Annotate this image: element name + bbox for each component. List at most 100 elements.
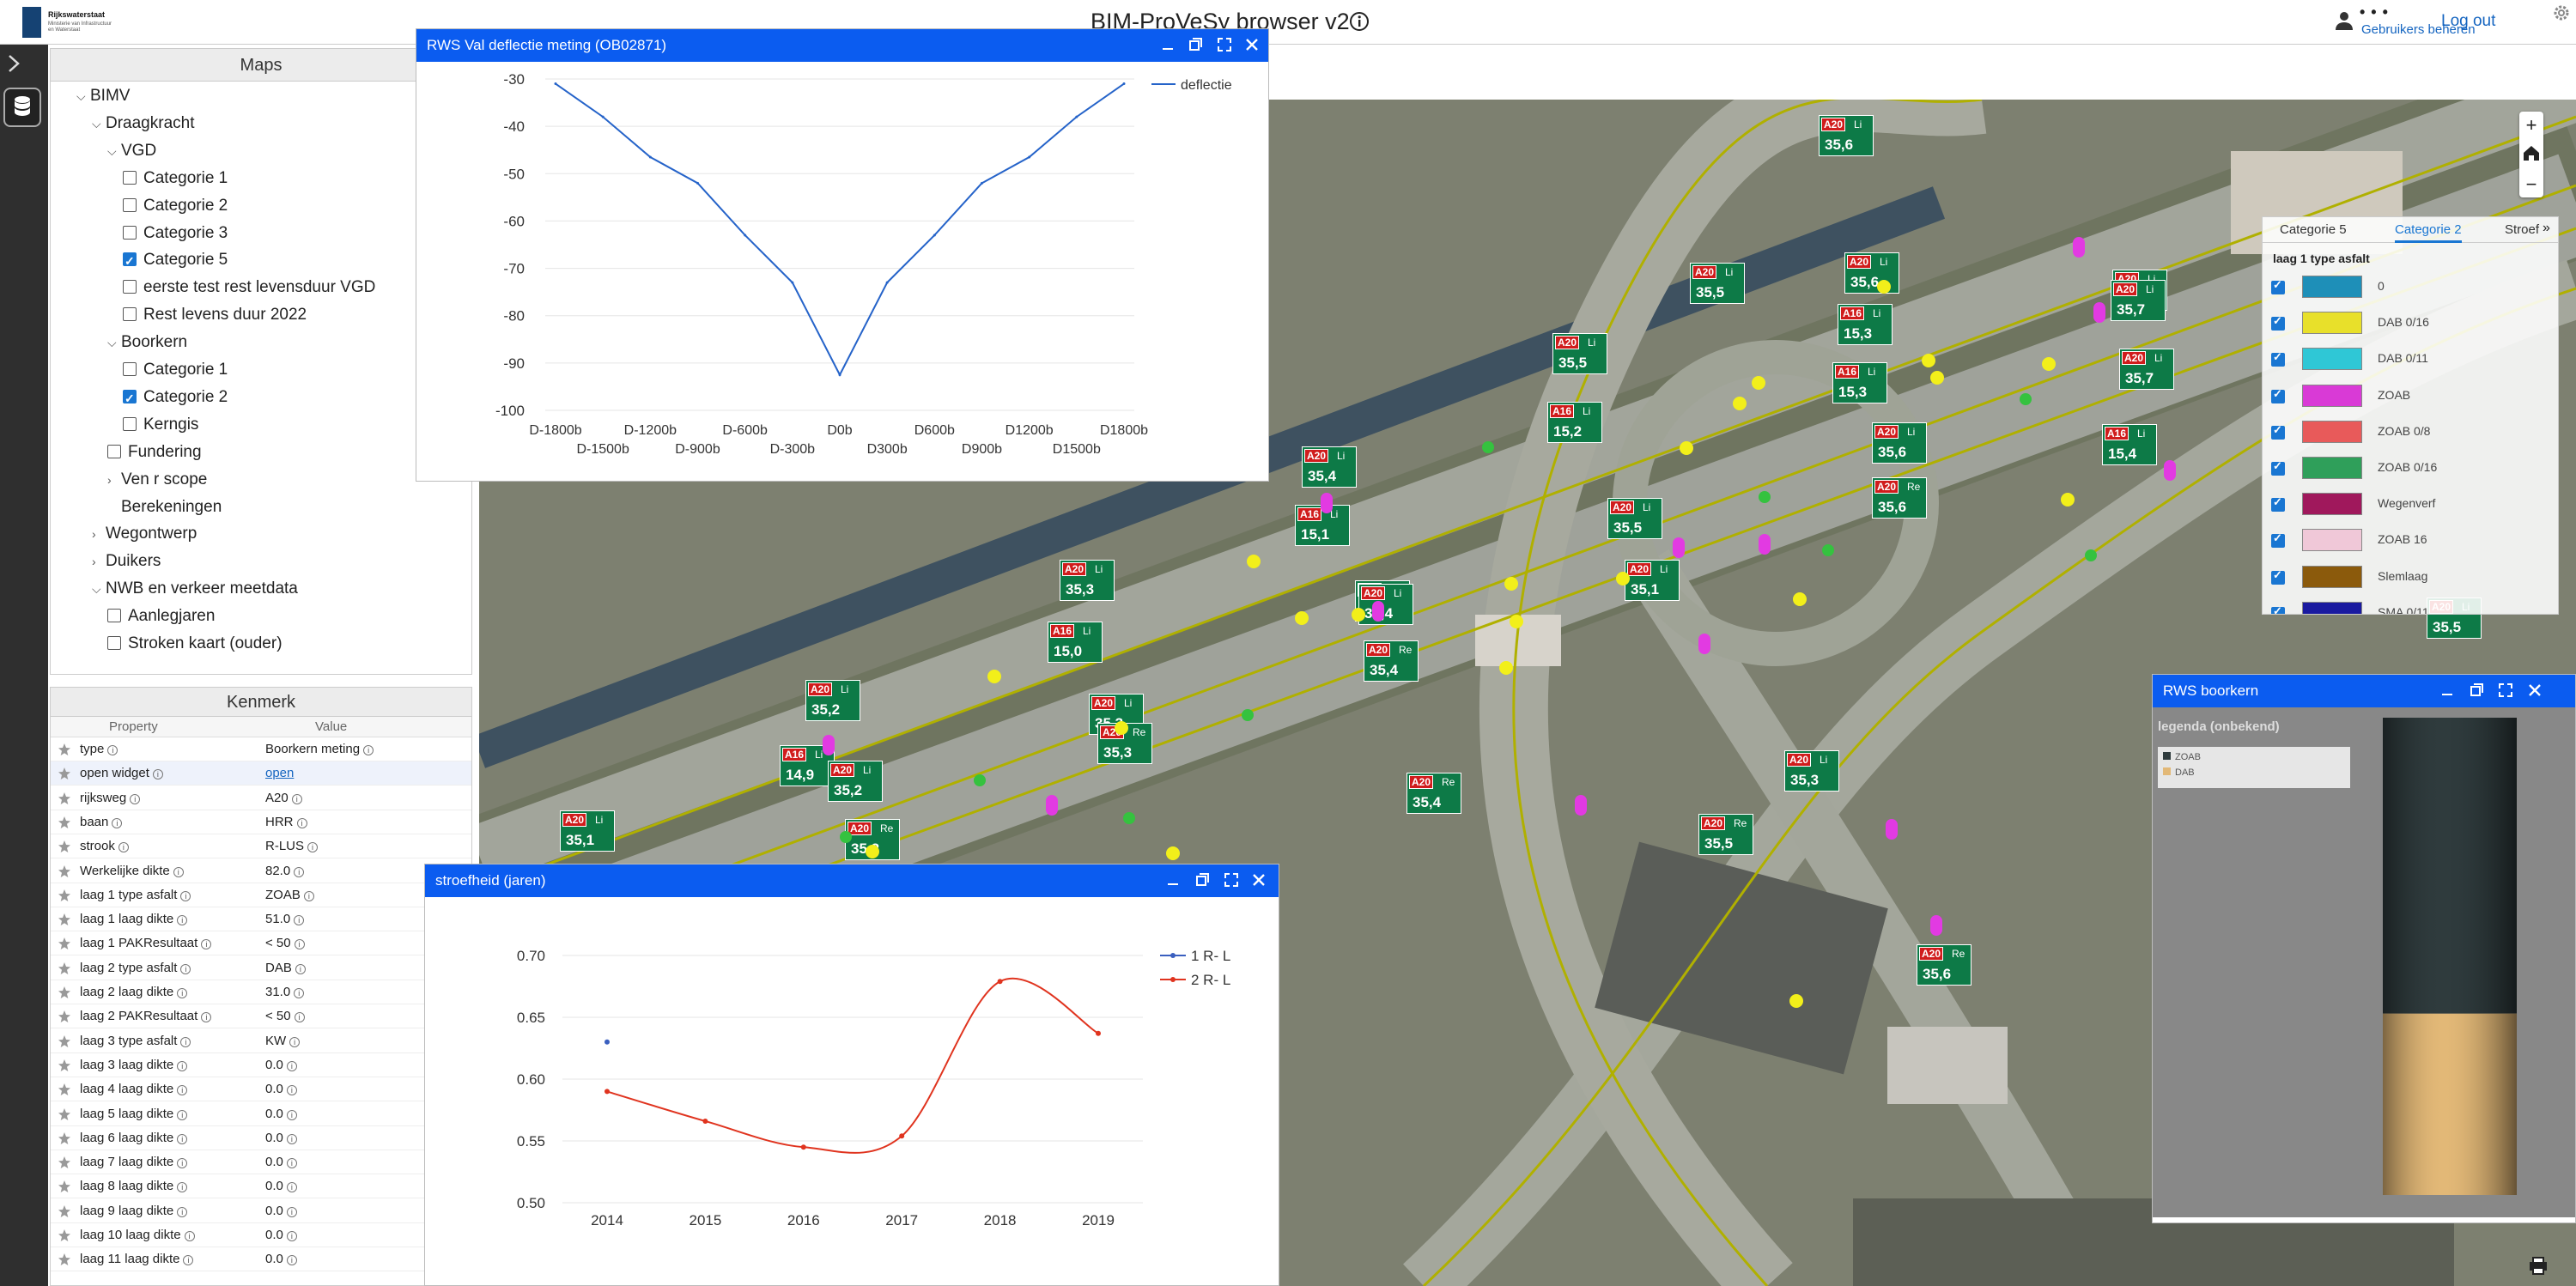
tree-item[interactable]: Fundering <box>107 440 202 465</box>
measurement-dot[interactable] <box>2020 393 2032 405</box>
info-icon[interactable]: i <box>183 1255 194 1266</box>
info-icon[interactable]: i <box>291 793 302 804</box>
legend-row[interactable]: ZOAB 16 <box>2271 522 2555 558</box>
measurement-dot[interactable] <box>974 774 986 786</box>
info-icon[interactable]: i <box>177 915 188 926</box>
tab-categorie-2[interactable]: Categorie 2 <box>2395 222 2462 243</box>
chevron-double-right-icon[interactable]: » <box>2543 221 2550 235</box>
measurement-dot[interactable] <box>866 845 879 858</box>
star-icon[interactable] <box>58 1253 71 1266</box>
measurement-dot[interactable] <box>1759 491 1771 503</box>
tree-item[interactable]: eerste test rest levensduur VGD <box>123 275 375 300</box>
legend-checkbox[interactable] <box>2271 314 2285 331</box>
info-icon[interactable]: i <box>289 1036 301 1047</box>
info-icon[interactable]: i <box>294 988 305 998</box>
measurement-dot[interactable] <box>840 831 852 843</box>
value-cell[interactable]: open <box>265 761 294 786</box>
info-icon[interactable]: i <box>295 963 306 974</box>
road-kilometer-marker[interactable]: A20 Li 35,1 <box>1625 560 1680 601</box>
zoom-in-button[interactable]: + <box>2525 114 2537 136</box>
tree-item[interactable]: Kerngis <box>123 412 198 438</box>
star-icon[interactable] <box>58 743 71 756</box>
layer-checkbox[interactable] <box>123 197 137 212</box>
layer-checkbox[interactable] <box>107 609 121 623</box>
measurement-dot[interactable] <box>1793 592 1807 606</box>
info-icon[interactable]: i <box>173 866 184 877</box>
info-icon[interactable]: i <box>307 842 319 853</box>
info-icon[interactable]: i <box>130 793 141 804</box>
info-icon[interactable]: i <box>177 1206 188 1217</box>
star-icon[interactable] <box>58 1083 71 1096</box>
star-icon[interactable] <box>58 792 71 805</box>
road-kilometer-marker[interactable]: A16 Li 15,0 <box>1048 622 1103 663</box>
info-icon[interactable]: i <box>294 866 305 877</box>
road-kilometer-marker[interactable]: A20 Li 35,6 <box>1872 422 1927 464</box>
tree-item[interactable]: Categorie 1 <box>123 166 228 191</box>
close-icon[interactable] <box>1244 37 1260 52</box>
maximize-icon[interactable] <box>1224 872 1239 888</box>
open-widget-link[interactable]: open <box>265 766 295 781</box>
restore-icon[interactable] <box>1188 37 1203 52</box>
info-icon[interactable]: i <box>177 1060 188 1071</box>
road-kilometer-marker[interactable]: A20 Li 35,6 <box>1844 252 1899 294</box>
legend-checkbox[interactable] <box>2271 387 2285 403</box>
legend-row[interactable]: DAB 0/16 <box>2271 305 2555 341</box>
tree-item[interactable]: › Duikers <box>92 549 161 574</box>
maximize-icon[interactable] <box>2498 682 2513 698</box>
star-icon[interactable] <box>58 913 71 926</box>
chevron-down-icon[interactable]: ⌵ <box>107 143 117 158</box>
info-icon[interactable]: i <box>152 769 163 780</box>
measurement-dot[interactable] <box>2164 460 2176 481</box>
info-icon[interactable]: i <box>184 1231 195 1241</box>
layer-checkbox[interactable] <box>123 170 137 185</box>
star-icon[interactable] <box>58 1131 71 1145</box>
legend-row[interactable]: DAB 0/11 <box>2271 341 2555 377</box>
measurement-dot[interactable] <box>1123 812 1135 824</box>
info-icon[interactable] <box>1348 10 1370 33</box>
logout-link[interactable]: Log out <box>2441 12 2496 30</box>
star-icon[interactable] <box>58 1010 71 1023</box>
deflectie-widget-header[interactable]: RWS Val deflectie meting (OB02871) <box>416 29 1268 62</box>
layer-checkbox[interactable] <box>107 444 121 458</box>
tree-item[interactable]: Aanlegjaren <box>107 604 215 629</box>
info-icon[interactable]: i <box>286 1231 297 1241</box>
info-icon[interactable]: i <box>303 890 314 901</box>
info-icon[interactable]: i <box>294 1012 305 1023</box>
star-icon[interactable] <box>58 1204 71 1218</box>
info-icon[interactable]: i <box>201 1012 212 1023</box>
measurement-dot[interactable] <box>1698 634 1710 654</box>
close-icon[interactable] <box>1251 872 1267 888</box>
layer-checkbox[interactable] <box>123 248 137 274</box>
star-icon[interactable] <box>58 816 71 829</box>
info-icon[interactable]: i <box>180 963 191 974</box>
star-icon[interactable] <box>58 1034 71 1048</box>
road-kilometer-marker[interactable]: A20 Re 35,4 <box>1406 773 1461 814</box>
star-icon[interactable] <box>58 986 71 999</box>
info-icon[interactable]: i <box>363 745 374 755</box>
legend-row[interactable]: Wegenverf <box>2271 486 2555 522</box>
star-icon[interactable] <box>58 1156 71 1169</box>
maximize-icon[interactable] <box>1217 37 1232 52</box>
legend-checkbox[interactable] <box>2271 423 2285 440</box>
tree-item[interactable]: ⌵ Draagkracht <box>92 111 195 136</box>
boorkern-widget-header[interactable]: RWS boorkern <box>2153 675 2575 707</box>
home-icon[interactable] <box>2519 139 2543 167</box>
road-kilometer-marker[interactable]: A16 Li 15,3 <box>1832 362 1887 403</box>
info-icon[interactable]: i <box>177 1133 188 1144</box>
measurement-dot[interactable] <box>2085 549 2097 561</box>
tree-item[interactable]: Categorie 2 <box>123 385 228 411</box>
measurement-dot[interactable] <box>1759 534 1771 555</box>
measurement-dot[interactable] <box>1166 846 1180 860</box>
tree-item[interactable]: Categorie 5 <box>123 247 228 274</box>
legend-checkbox[interactable] <box>2271 459 2285 476</box>
measurement-dot[interactable] <box>823 735 835 755</box>
info-icon[interactable]: i <box>286 1060 297 1071</box>
road-kilometer-marker[interactable]: A20 Re 35,4 <box>1364 640 1419 682</box>
measurement-dot[interactable] <box>1372 601 1384 622</box>
info-icon[interactable]: i <box>286 1109 297 1120</box>
